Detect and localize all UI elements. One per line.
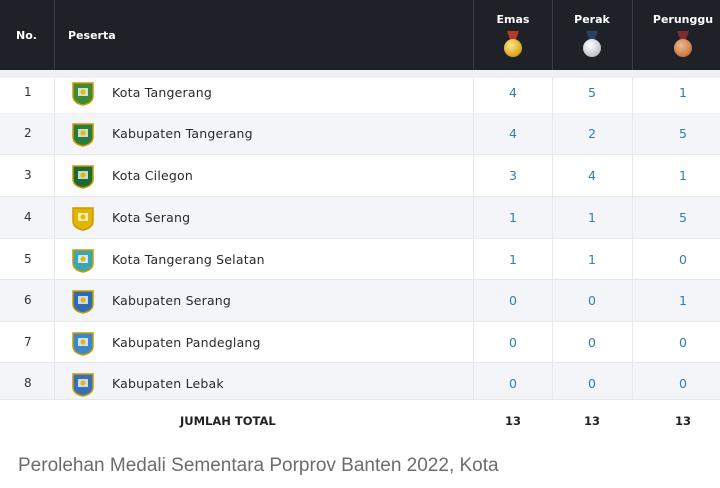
header-perunggu: Perunggu: [643, 0, 720, 70]
row-number: 4: [24, 210, 32, 224]
row-number: 5: [24, 252, 32, 266]
regency-emblem-icon: [72, 165, 94, 189]
header-peserta: Peserta: [68, 29, 116, 42]
regency-emblem-icon: [72, 207, 94, 231]
total-label: JUMLAH TOTAL: [180, 414, 276, 428]
gold-count: 1: [509, 210, 517, 225]
silver-count: 2: [588, 126, 596, 141]
participant-name: Kota Tangerang: [112, 85, 212, 100]
total-perunggu: 13: [674, 414, 691, 428]
table-row: 2 Kabupaten Tangerang 4 2 5: [0, 113, 720, 155]
participant-name: Kabupaten Pandeglang: [112, 335, 261, 350]
silver-count: 1: [588, 252, 596, 267]
table-header: No. Peserta Emas Perak Perunggu: [0, 0, 720, 70]
bronze-count: 1: [679, 168, 687, 183]
silver-count: 0: [588, 293, 596, 308]
row-number: 2: [24, 126, 32, 140]
header-no: No.: [16, 29, 37, 42]
column-divider: [473, 78, 474, 436]
row-number: 8: [24, 376, 32, 390]
header-stripe: [0, 70, 720, 78]
silver-count: 5: [588, 85, 596, 100]
bronze-count: 1: [679, 293, 687, 308]
silver-count: 0: [588, 335, 596, 350]
column-divider: [632, 78, 633, 436]
row-number: 6: [24, 293, 32, 307]
gold-count: 4: [509, 85, 517, 100]
header-perak: Perak: [552, 0, 632, 70]
table-row: 3 Kota Cilegon 3 4 1: [0, 155, 720, 197]
silver-count: 4: [588, 168, 596, 183]
total-emas: 13: [504, 414, 521, 428]
regency-emblem-icon: [72, 373, 94, 397]
gold-medal-icon: [502, 31, 524, 61]
table-row: 4 Kota Serang 1 1 5: [0, 197, 720, 239]
silver-count: 0: [588, 376, 596, 391]
bronze-medal-icon: [672, 31, 694, 61]
table-row: 8 Kabupaten Lebak 0 0 0: [0, 363, 720, 400]
column-divider: [552, 78, 553, 436]
gold-count: 1: [509, 252, 517, 267]
table-row: 5 Kota Tangerang Selatan 1 1 0: [0, 239, 720, 280]
silver-medal-icon: [581, 31, 603, 61]
regency-emblem-icon: [72, 249, 94, 273]
image-caption: Perolehan Medali Sementara Porprov Bante…: [18, 455, 499, 476]
bronze-count: 5: [679, 210, 687, 225]
total-perak: 13: [583, 414, 600, 428]
gold-count: 4: [509, 126, 517, 141]
table-row: 6 Kabupaten Serang 0 0 1: [0, 280, 720, 322]
row-number: 7: [24, 335, 32, 349]
participant-name: Kabupaten Serang: [112, 293, 232, 308]
medal-table: No. Peserta Emas Perak Perunggu 1 Kota Ta…: [0, 0, 720, 436]
bronze-count: 0: [679, 376, 687, 391]
gold-count: 0: [509, 293, 517, 308]
header-divider: [552, 0, 553, 70]
regency-emblem-icon: [72, 290, 94, 314]
bronze-count: 0: [679, 252, 687, 267]
participant-name: Kota Serang: [112, 210, 191, 225]
participant-name: Kota Tangerang Selatan: [112, 252, 265, 267]
regency-emblem-icon: [72, 332, 94, 356]
header-divider: [632, 0, 633, 70]
regency-emblem-icon: [72, 82, 94, 106]
column-divider: [54, 78, 55, 436]
row-number: 1: [24, 85, 32, 99]
regency-emblem-icon: [72, 123, 94, 147]
header-divider: [473, 0, 474, 70]
participant-name: Kabupaten Lebak: [112, 376, 224, 391]
bronze-count: 1: [679, 85, 687, 100]
row-number: 3: [24, 168, 32, 182]
gold-count: 0: [509, 335, 517, 350]
silver-count: 1: [588, 210, 596, 225]
table-row: 1 Kota Tangerang 4 5 1: [0, 78, 720, 114]
gold-count: 0: [509, 376, 517, 391]
header-emas: Emas: [473, 0, 553, 70]
table-row: 7 Kabupaten Pandeglang 0 0 0: [0, 322, 720, 363]
bronze-count: 5: [679, 126, 687, 141]
total-row: JUMLAH TOTAL 13 13 13: [0, 400, 720, 436]
bronze-count: 0: [679, 335, 687, 350]
participant-name: Kota Cilegon: [112, 168, 194, 183]
header-divider: [54, 0, 55, 70]
participant-name: Kabupaten Tangerang: [112, 126, 253, 141]
gold-count: 3: [509, 168, 517, 183]
